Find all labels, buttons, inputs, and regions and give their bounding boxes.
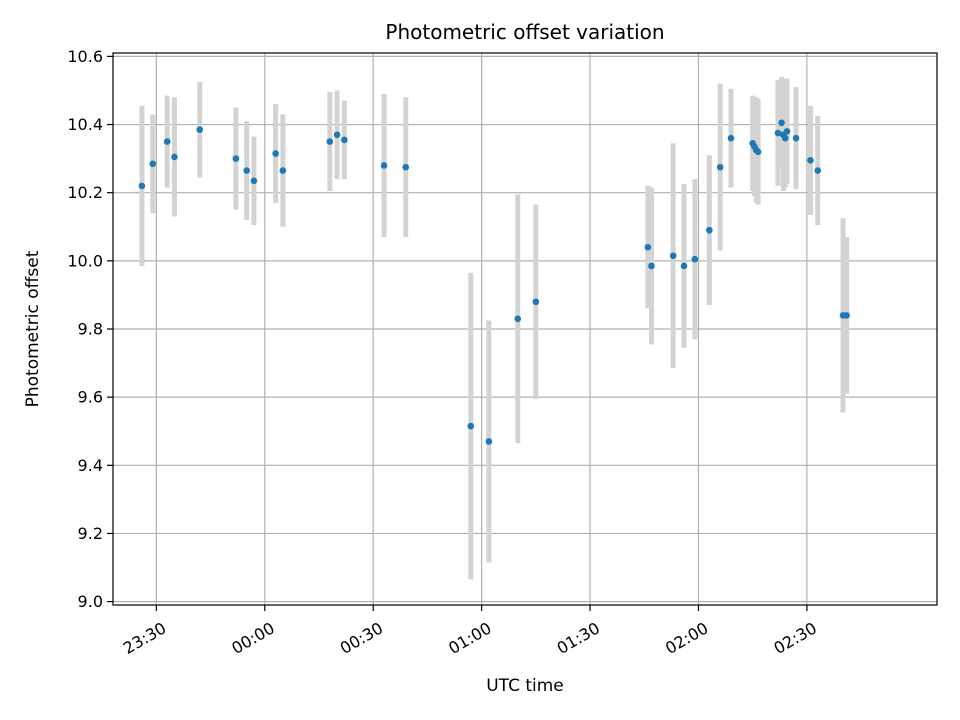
data-point (648, 262, 655, 270)
data-point (716, 163, 724, 171)
y-tick-label: 10.6 (67, 47, 103, 66)
data-point (680, 262, 688, 270)
data-point (669, 252, 677, 260)
data-point (326, 138, 334, 145)
data-point (778, 119, 785, 127)
y-tick-label: 9.0 (78, 592, 103, 611)
data-point (781, 134, 789, 142)
y-axis: 9.0 9.2 9.4 9.6 9.8 10.0 10.2 10.4 10.6 (67, 47, 113, 611)
data-point (485, 438, 493, 445)
data-point (774, 129, 782, 137)
y-tick-label: 9.6 (78, 388, 103, 407)
data-point (163, 138, 171, 145)
y-tick-label: 9.2 (78, 524, 103, 543)
data-point (138, 182, 146, 190)
data-point (783, 128, 791, 135)
data-point (754, 148, 762, 156)
y-tick-label: 9.4 (78, 456, 103, 475)
data-point (333, 131, 341, 139)
data-point (792, 134, 800, 142)
point-layer (138, 119, 850, 445)
data-point (380, 162, 388, 169)
data-point (807, 157, 814, 164)
y-tick-label: 10.4 (67, 115, 103, 134)
data-point (402, 163, 410, 171)
y-tick-label: 10.2 (67, 183, 103, 202)
data-point (232, 155, 240, 162)
data-point (691, 255, 699, 263)
data-point (814, 167, 822, 174)
data-point (340, 136, 348, 144)
data-point (532, 298, 540, 306)
data-point (467, 422, 475, 430)
data-point (171, 153, 178, 161)
data-point (279, 167, 287, 174)
data-point (514, 315, 522, 323)
data-point (644, 243, 652, 251)
data-point (196, 126, 204, 133)
y-axis-title: Photometric offset (23, 250, 43, 407)
y-tick-label: 10.0 (67, 251, 103, 270)
data-point (243, 167, 251, 174)
data-point (272, 150, 279, 157)
data-point (727, 134, 735, 142)
data-point (706, 226, 713, 234)
data-point (149, 160, 157, 168)
data-point (843, 312, 850, 319)
x-axis-title: UTC time (486, 676, 564, 696)
grid-layer (113, 53, 937, 605)
chart-title: Photometric offset variation (385, 20, 664, 44)
data-point (250, 177, 258, 185)
y-tick-label: 9.8 (78, 320, 103, 339)
